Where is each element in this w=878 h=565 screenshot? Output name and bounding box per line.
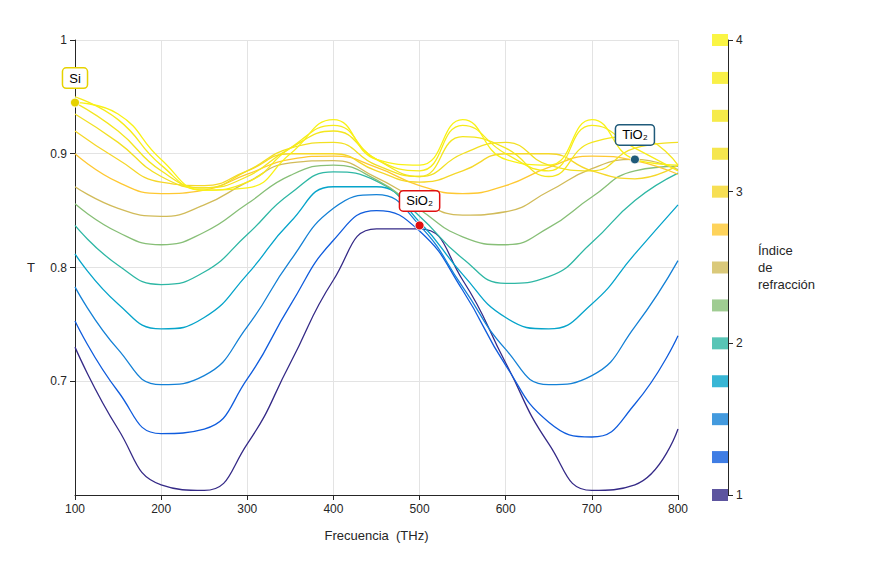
- svg-text:Frecuencia (THz): Frecuencia (THz): [324, 528, 428, 543]
- svg-text:refracción: refracción: [758, 277, 815, 292]
- svg-text:0.8: 0.8: [50, 261, 67, 275]
- svg-text:600: 600: [496, 502, 516, 516]
- svg-text:1: 1: [60, 33, 67, 47]
- svg-text:0.7: 0.7: [50, 374, 67, 388]
- svg-text:700: 700: [582, 502, 602, 516]
- svg-text:4: 4: [736, 33, 743, 47]
- svg-text:400: 400: [323, 502, 343, 516]
- svg-text:TiO₂: TiO₂: [622, 127, 648, 142]
- svg-text:SiO₂: SiO₂: [406, 193, 433, 208]
- svg-text:T: T: [27, 260, 35, 275]
- svg-text:800: 800: [668, 502, 688, 516]
- svg-text:1: 1: [736, 488, 743, 502]
- svg-text:2: 2: [736, 336, 743, 350]
- svg-text:3: 3: [736, 185, 743, 199]
- svg-text:300: 300: [237, 502, 257, 516]
- svg-text:Si: Si: [69, 71, 81, 86]
- svg-text:200: 200: [151, 502, 171, 516]
- svg-text:100: 100: [65, 502, 85, 516]
- svg-text:Índice: Índice: [758, 243, 793, 258]
- svg-text:0.9: 0.9: [50, 147, 67, 161]
- svg-text:500: 500: [410, 502, 430, 516]
- svg-text:de: de: [758, 260, 772, 275]
